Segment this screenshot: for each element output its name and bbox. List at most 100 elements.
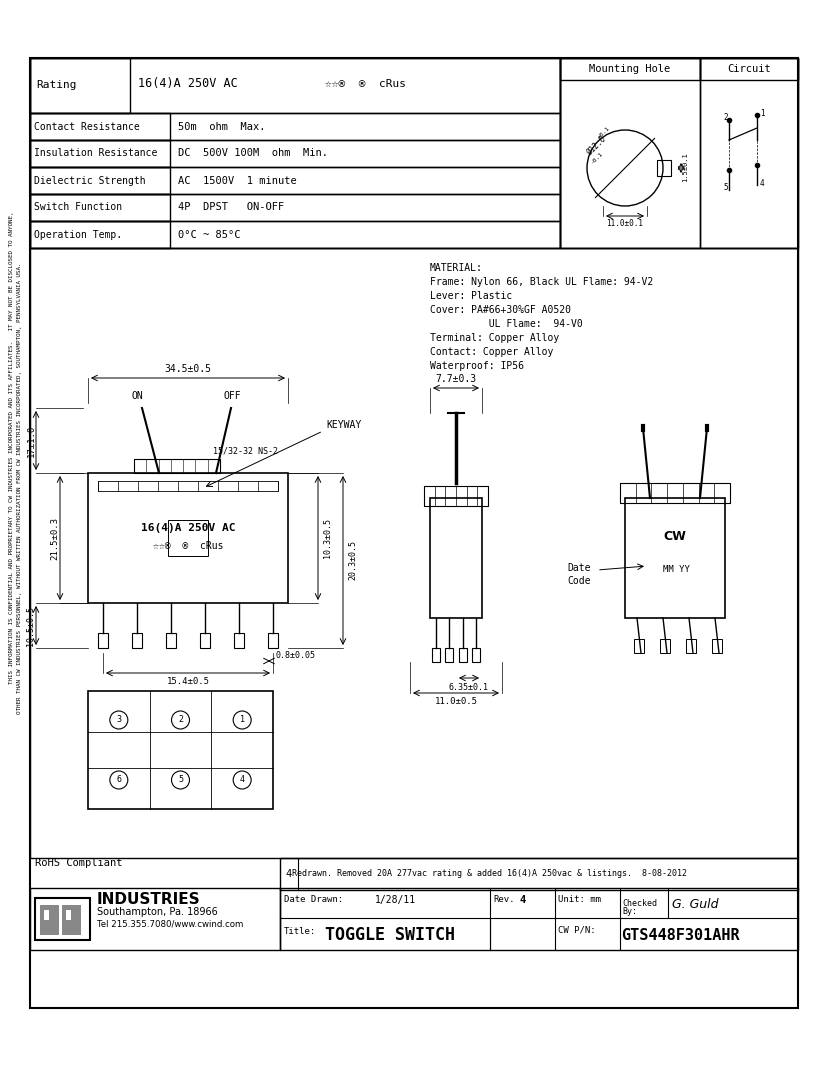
Text: 1/28/11: 1/28/11 xyxy=(375,895,416,905)
Bar xyxy=(656,160,670,176)
Bar xyxy=(30,113,559,140)
Bar xyxy=(165,633,176,648)
Text: Rev.: Rev. xyxy=(492,895,514,905)
Text: 7.7±0.3: 7.7±0.3 xyxy=(435,374,476,384)
Bar xyxy=(559,58,797,248)
Text: RoHS Compliant: RoHS Compliant xyxy=(35,858,122,868)
Bar xyxy=(445,648,453,662)
Bar xyxy=(30,58,130,113)
Text: UL Flame:  94-V0: UL Flame: 94-V0 xyxy=(429,319,582,329)
Text: Southampton, Pa. 18966: Southampton, Pa. 18966 xyxy=(97,907,218,917)
Text: -0.1: -0.1 xyxy=(590,151,604,166)
Bar xyxy=(30,58,559,248)
Text: Cover: PA#66+30%GF A0520: Cover: PA#66+30%GF A0520 xyxy=(429,305,571,315)
Text: 11.0±0.1: 11.0±0.1 xyxy=(605,220,643,229)
Bar xyxy=(98,633,108,648)
Bar xyxy=(30,167,170,194)
Bar xyxy=(633,639,643,653)
Bar xyxy=(624,498,724,618)
Bar xyxy=(280,888,797,951)
Text: Lever: Plastic: Lever: Plastic xyxy=(429,290,512,301)
Text: G. Guld: G. Guld xyxy=(672,898,718,911)
Bar xyxy=(134,459,220,473)
Text: ☆☆®  ®  cRus: ☆☆® ® cRus xyxy=(325,79,405,89)
Text: AC  1500V  1 minute: AC 1500V 1 minute xyxy=(178,175,296,186)
Bar xyxy=(30,888,280,951)
Text: Circuit: Circuit xyxy=(726,64,770,74)
Text: 16(4)A 250V AC: 16(4)A 250V AC xyxy=(138,77,237,90)
Text: 4P  DPST   ON-OFF: 4P DPST ON-OFF xyxy=(178,203,284,213)
Text: Date: Date xyxy=(566,563,590,574)
Text: Operation Temp.: Operation Temp. xyxy=(34,230,122,239)
Bar xyxy=(423,486,487,506)
Bar xyxy=(458,648,466,662)
Text: CW: CW xyxy=(662,530,686,543)
Text: 4: 4 xyxy=(285,869,292,879)
Text: 5: 5 xyxy=(722,184,727,192)
Bar xyxy=(559,58,699,80)
Bar xyxy=(30,140,170,167)
Bar xyxy=(432,648,439,662)
Bar xyxy=(98,481,278,491)
Text: 2: 2 xyxy=(722,113,727,123)
Bar xyxy=(711,639,721,653)
Text: Waterproof: IP56: Waterproof: IP56 xyxy=(429,361,523,371)
Bar xyxy=(234,633,244,648)
Bar xyxy=(30,221,559,248)
Text: 0°C ~ 85°C: 0°C ~ 85°C xyxy=(178,230,240,239)
Bar xyxy=(619,483,729,503)
Text: 5: 5 xyxy=(178,775,183,785)
Bar xyxy=(699,58,797,248)
Text: Mounting Hole: Mounting Hole xyxy=(589,64,670,74)
Bar xyxy=(168,520,208,556)
Text: 1.5±0.1: 1.5±0.1 xyxy=(681,152,687,182)
Text: 15/32-32 NS-2: 15/32-32 NS-2 xyxy=(213,446,278,455)
Text: Frame: Nylon 66, Black UL Flame: 94-V2: Frame: Nylon 66, Black UL Flame: 94-V2 xyxy=(429,277,653,287)
Bar xyxy=(44,910,49,920)
Text: 21.5±0.3: 21.5±0.3 xyxy=(50,517,60,560)
Text: Contact Resistance: Contact Resistance xyxy=(34,122,140,131)
Bar xyxy=(30,58,559,113)
Bar xyxy=(659,639,669,653)
Text: TOGGLE SWITCH: TOGGLE SWITCH xyxy=(325,926,455,944)
Bar xyxy=(429,498,481,618)
Text: MM YY: MM YY xyxy=(662,565,689,575)
Bar xyxy=(268,633,278,648)
Text: 6: 6 xyxy=(116,775,122,785)
Text: Title:: Title: xyxy=(284,927,316,937)
Bar xyxy=(131,633,141,648)
Text: 1: 1 xyxy=(759,109,763,117)
Bar xyxy=(30,221,170,248)
Text: KEYWAY: KEYWAY xyxy=(326,420,361,430)
Bar xyxy=(30,113,170,140)
Text: Redrawn. Removed 20A 277vac rating & added 16(4)A 250vac & listings.  8-08-2012: Redrawn. Removed 20A 277vac rating & add… xyxy=(292,869,686,879)
Text: 10.5±0.5: 10.5±0.5 xyxy=(26,606,36,645)
Text: OTHER THAN CW INDUSTRIES PERSONNEL, WITHOUT WRITTEN AUTHORIZATION FROM CW INDUST: OTHER THAN CW INDUSTRIES PERSONNEL, WITH… xyxy=(17,263,22,713)
Text: Contact: Copper Alloy: Contact: Copper Alloy xyxy=(429,347,552,357)
Text: By:: By: xyxy=(621,907,636,915)
Text: CW P/N:: CW P/N: xyxy=(557,926,595,934)
Bar xyxy=(88,691,273,808)
Bar xyxy=(559,58,699,248)
Bar xyxy=(62,905,81,934)
Text: +0.1: +0.1 xyxy=(596,126,610,140)
Text: 4: 4 xyxy=(519,895,526,905)
Text: Terminal: Copper Alloy: Terminal: Copper Alloy xyxy=(429,333,558,343)
Text: 10.3±0.5: 10.3±0.5 xyxy=(323,518,332,557)
Text: 17±1.0: 17±1.0 xyxy=(26,424,36,457)
Text: GTS448F301AHR: GTS448F301AHR xyxy=(620,927,739,942)
Bar xyxy=(471,648,480,662)
Text: ON: ON xyxy=(131,391,144,400)
Bar xyxy=(30,167,559,194)
Text: Ø12.0: Ø12.0 xyxy=(585,135,607,157)
Text: ☆☆®  ®  cRus: ☆☆® ® cRus xyxy=(152,541,223,551)
Bar xyxy=(40,905,59,934)
Text: OFF: OFF xyxy=(224,391,241,400)
Text: Date Drawn:: Date Drawn: xyxy=(284,895,342,905)
Bar xyxy=(30,194,170,221)
Text: Rating: Rating xyxy=(36,80,76,91)
Text: 11.0±0.5: 11.0±0.5 xyxy=(434,697,477,707)
Bar xyxy=(66,910,71,920)
Text: 15.4±0.5: 15.4±0.5 xyxy=(166,677,209,687)
Text: 0.8±0.05: 0.8±0.05 xyxy=(275,651,316,660)
